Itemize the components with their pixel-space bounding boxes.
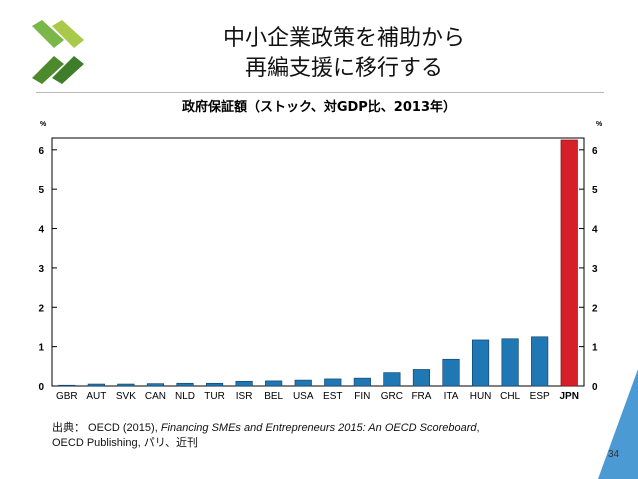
bar-jpn (560, 139, 578, 387)
y-tick-label-right: 3 (592, 264, 598, 275)
bar-aut (87, 383, 105, 387)
x-tick-label-ita: ITA (444, 391, 459, 402)
y-tick-label-right: 6 (592, 146, 598, 157)
source-note: 出典： OECD (2015), Financing SMEs and Entr… (52, 421, 480, 451)
y-tick-label-left: 3 (38, 264, 44, 275)
page-number: 34 (608, 449, 620, 460)
page-title: 中小企業政策を補助から 再編支援に移行する (150, 24, 538, 84)
x-tick-label-isr: ISR (236, 391, 253, 402)
bar-chl (501, 338, 519, 387)
bar-ita (442, 358, 460, 387)
x-tick-label-jpn: JPN (559, 391, 578, 402)
bar-svk (117, 383, 135, 387)
x-tick-label-chl: CHL (500, 391, 520, 402)
x-tick-label-hun: HUN (470, 391, 492, 402)
x-tick-label-tur: TUR (204, 391, 225, 402)
x-tick-label-grc: GRC (381, 391, 403, 402)
source-title: Financing SMEs and Entrepreneurs 2015: A… (160, 422, 477, 434)
oecd-logo-icon (32, 20, 84, 84)
bar-nld (176, 382, 194, 387)
y-tick-label-right: 1 (592, 343, 598, 354)
bar-grc (383, 372, 401, 387)
bar-can (146, 383, 165, 387)
bar-usa (294, 379, 312, 387)
y-unit-left: % (40, 121, 47, 128)
y-tick-label-left: 6 (38, 146, 44, 157)
x-tick-label-bel: BEL (264, 391, 283, 402)
x-tick-label-svk: SVK (116, 391, 136, 402)
bar-fin (353, 377, 371, 387)
bar-esp (531, 336, 549, 387)
y-tick-label-left: 5 (38, 185, 44, 196)
y-tick-label-right: 2 (592, 303, 598, 314)
x-tick-label-fra: FRA (411, 391, 431, 402)
bar-est (324, 378, 342, 387)
y-tick-label-left: 1 (38, 343, 44, 354)
source-suffix: , (476, 422, 480, 434)
source-line-2: OECD Publishing, パリ、近刊 (52, 437, 199, 449)
y-tick-label-left: 4 (38, 225, 44, 236)
bar-bel (265, 380, 283, 387)
title-divider (36, 92, 604, 93)
x-tick-label-gbr: GBR (56, 391, 78, 402)
x-tick-label-usa: USA (293, 391, 314, 402)
corner-decoration (598, 369, 638, 479)
y-tick-label-left: 2 (38, 303, 44, 314)
x-tick-label-aut: AUT (86, 391, 106, 402)
bar-isr (235, 380, 253, 387)
x-tick-label-est: EST (323, 391, 342, 402)
y-tick-label-right: 4 (592, 225, 598, 236)
x-tick-label-fin: FIN (354, 391, 370, 402)
x-tick-label-can: CAN (145, 391, 166, 402)
y-tick-label-left: 0 (38, 382, 44, 393)
bar-fra (412, 369, 431, 387)
chart-title: 政府保証額（ストック、対GDP比、2013年） (181, 100, 456, 115)
bar-hun (471, 339, 490, 387)
title-line-1: 中小企業政策を補助から (222, 26, 465, 51)
x-tick-label-esp: ESP (530, 391, 550, 402)
x-tick-label-nld: NLD (175, 391, 195, 402)
source-prefix: 出典： OECD (2015), (52, 422, 161, 434)
bar-gbr (58, 384, 76, 387)
y-tick-label-right: 0 (592, 382, 598, 393)
plot-frame (51, 137, 585, 387)
y-tick-label-right: 5 (592, 185, 598, 196)
y-unit-right: % (596, 121, 603, 128)
bar-tur (205, 382, 224, 387)
title-line-2: 再編支援に移行する (244, 56, 443, 81)
